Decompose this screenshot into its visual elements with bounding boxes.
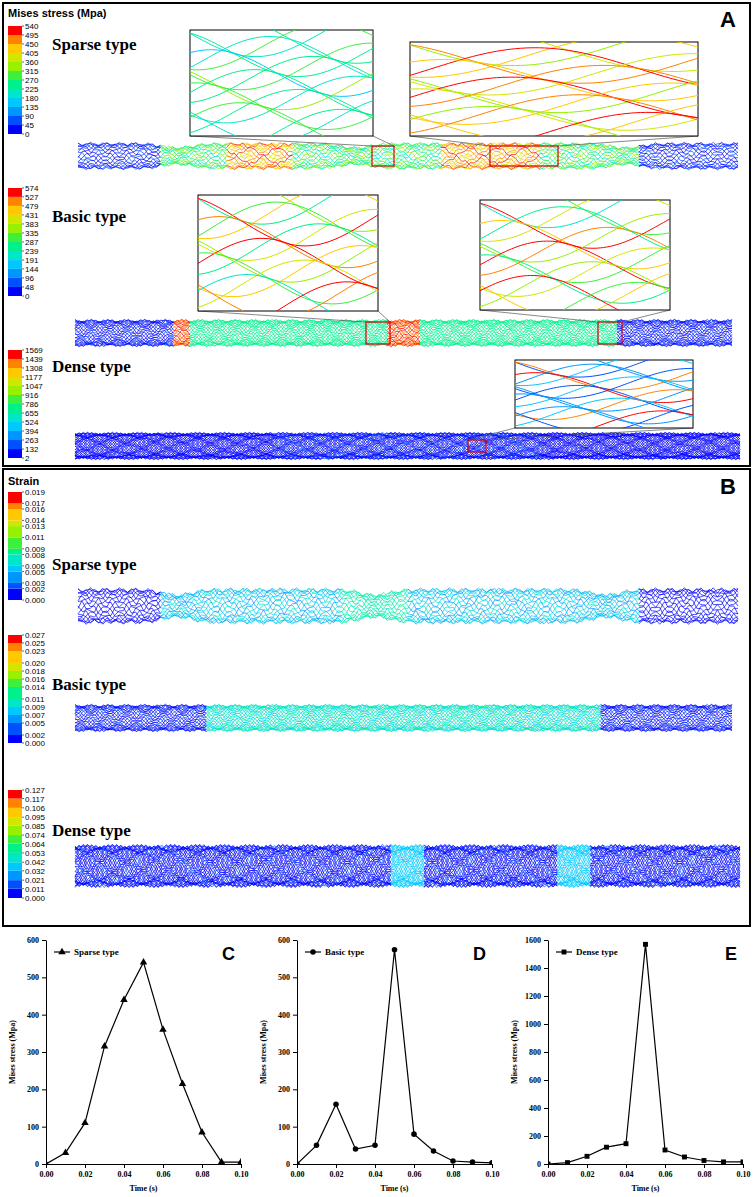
colorbar-swatch [8,242,22,251]
colorbar-tick-label: 225 [25,85,39,94]
colorbar-tick-label: 180 [25,94,39,103]
inset-frame [190,30,373,136]
colorbar-swatch [8,251,22,260]
colorbar-swatch [8,224,22,233]
inset-frame [410,42,698,136]
inset-frame [198,195,378,311]
colorbar-swatch [8,197,22,206]
colorbar-swatch [8,71,22,80]
colorbar-swatch [8,278,22,287]
colorbar-tick-label: 315 [25,67,39,76]
colorbar-tick-label: 0 [25,130,30,139]
colorbar-tick-label: 287 [25,238,39,247]
contour-figure: Mises stress (Mpa)A045901351802252703153… [3,3,750,466]
colorbar-swatch [8,62,22,71]
panel-title: Basic type [52,207,127,226]
colorbar-tick-label: 48 [25,283,34,292]
colorbar-tick-label: 383 [25,220,39,229]
colorbar-tick-label: 360 [25,58,39,67]
colorbar-swatch [8,188,22,197]
colorbar-swatch [8,287,22,296]
colorbar-swatch [8,26,22,35]
panel-letter: A [720,7,736,32]
colorbar-swatch [8,233,22,242]
colorbar-swatch [8,98,22,107]
colorbar-tick-label: 335 [25,229,39,238]
figure: Mises stress (Mpa)A045901351802252703153… [0,0,754,1197]
colorbar-swatch [8,44,22,53]
colorbar-swatch [8,80,22,89]
colorbar-tick-label: 270 [25,76,39,85]
colorbar-tick-label: 45 [25,121,34,130]
colorbar-tick-label: 135 [25,103,39,112]
inset-frame [480,200,670,310]
panel-title: Sparse type [52,35,137,54]
colorbar-tick-label: 431 [25,211,39,220]
colorbar-tick-label: 144 [25,265,39,274]
colorbar-tick-label: 540 [25,22,39,31]
colorbar-tick-label: 191 [25,256,39,265]
colorbar-title: Mises stress (Mpa) [8,7,107,19]
colorbar-swatch [8,89,22,98]
colorbar-tick-label: 96 [25,274,34,283]
colorbar-tick-label: 495 [25,31,39,40]
colorbar-swatch [8,107,22,116]
colorbar-swatch [8,269,22,278]
colorbar-tick-label: 405 [25,49,39,58]
colorbar-swatch [8,206,22,215]
colorbar-swatch [8,260,22,269]
colorbar-tick-label: 0 [25,292,30,301]
colorbar-swatch [8,35,22,44]
colorbar-swatch [8,116,22,125]
colorbar-tick-label: 527 [25,193,39,202]
colorbar-tick-label: 90 [25,112,34,121]
colorbar-tick-label: 479 [25,202,39,211]
colorbar-swatch [8,53,22,62]
colorbar-tick-label: 574 [25,184,39,193]
colorbar-swatch [8,215,22,224]
colorbar-tick-label: 239 [25,247,39,256]
colorbar-tick-label: 450 [25,40,39,49]
colorbar-swatch [8,125,22,134]
